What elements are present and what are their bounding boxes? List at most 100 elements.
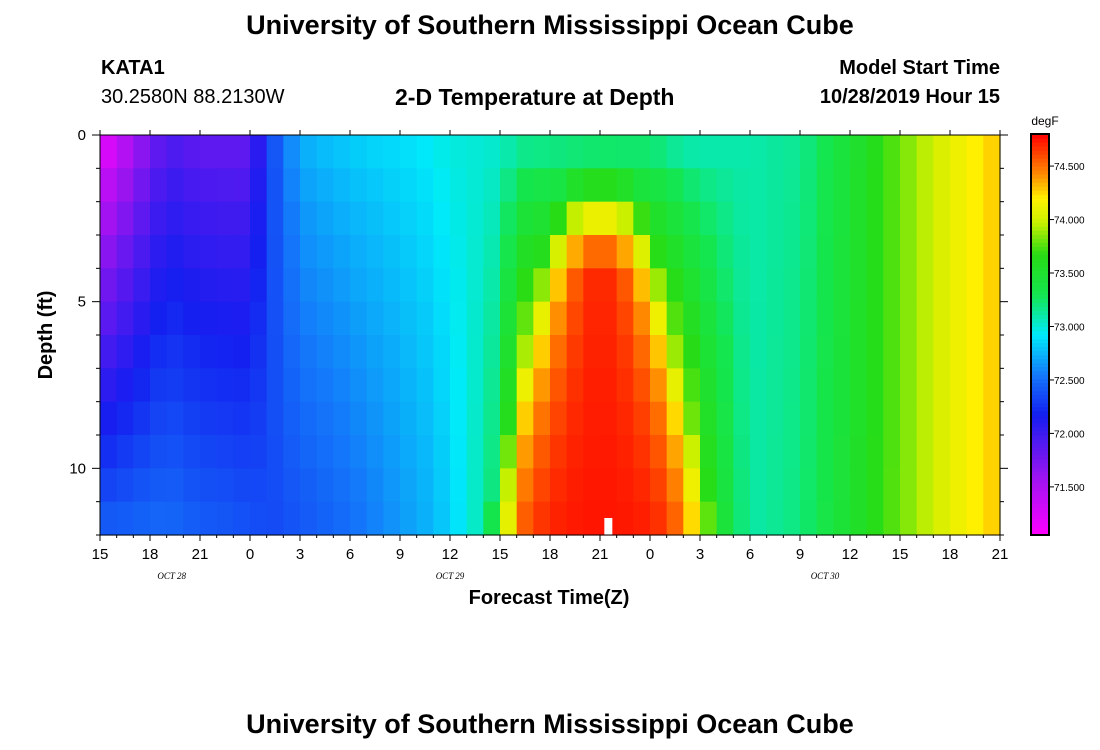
heatmap-cell	[350, 435, 368, 469]
colorbar-segment	[1031, 498, 1049, 504]
heatmap-cell	[150, 135, 168, 169]
colorbar-segment	[1031, 470, 1049, 476]
heatmap-cell	[166, 301, 184, 336]
heatmap-cell	[800, 435, 818, 469]
heatmap-cell	[133, 135, 151, 169]
heatmap-cell	[783, 268, 801, 303]
heatmap-cell	[366, 235, 384, 269]
heatmap-cell	[150, 301, 168, 336]
colorbar-segment	[1031, 478, 1049, 484]
heatmap-cell	[600, 401, 618, 436]
heatmap-cell	[850, 235, 868, 269]
heatmap-cell	[316, 268, 334, 303]
colorbar-segment	[1031, 226, 1049, 231]
heatmap-cell	[916, 201, 934, 236]
heatmap-cell	[300, 235, 318, 269]
heatmap-cell	[716, 135, 734, 169]
heatmap-cell	[816, 435, 834, 469]
heatmap-cell	[316, 335, 334, 369]
heatmap-cell	[266, 235, 284, 269]
heatmap-cell	[383, 435, 401, 469]
heatmap-cell	[400, 301, 418, 336]
heatmap-cell	[183, 135, 201, 169]
heatmap-cell	[100, 235, 118, 269]
heatmap-cell	[916, 335, 934, 369]
heatmap-cell	[866, 201, 884, 236]
heatmap-cell	[716, 168, 734, 203]
heatmap-cell	[850, 201, 868, 236]
heatmap-cell	[466, 268, 484, 303]
heatmap-cell	[100, 468, 118, 503]
colorbar-tick-label: 73.500	[1054, 269, 1085, 280]
heatmap-cell	[750, 135, 768, 169]
heatmap-cell	[633, 135, 651, 169]
heatmap-cell	[416, 468, 434, 503]
heatmap-cell	[800, 268, 818, 303]
colorbar-segment	[1031, 386, 1049, 392]
x-tick-label: 6	[346, 546, 354, 563]
heatmap-cell	[300, 335, 318, 369]
heatmap-cell	[583, 468, 601, 503]
colorbar-segment	[1031, 490, 1049, 496]
heatmap-cell	[900, 335, 918, 369]
heatmap-cell	[633, 168, 651, 203]
heatmap-cell	[700, 401, 718, 436]
colorbar-tick-label: 74.500	[1054, 162, 1085, 173]
colorbar-segment	[1031, 206, 1049, 211]
heatmap-cell	[283, 235, 301, 269]
heatmap-cell	[133, 501, 151, 536]
heatmap-cell	[550, 401, 568, 436]
heatmap-cell	[450, 135, 468, 169]
heatmap-cell	[516, 268, 534, 303]
heatmap-cell	[566, 235, 584, 269]
heatmap-cell	[900, 368, 918, 403]
heatmap-cell	[816, 368, 834, 403]
heatmap-cell	[183, 468, 201, 503]
heatmap-cell	[466, 201, 484, 236]
heatmap-cell	[616, 435, 634, 469]
heatmap-cell	[650, 201, 668, 236]
heatmap-cell	[200, 501, 218, 536]
heatmap-cell	[883, 435, 901, 469]
heatmap-cell	[883, 401, 901, 436]
colorbar-segment	[1031, 462, 1049, 468]
colorbar-segment	[1031, 458, 1049, 464]
heatmap-cell	[533, 201, 551, 236]
heatmap-cell	[750, 201, 768, 236]
heatmap-cell	[500, 201, 518, 236]
x-tick-label: 9	[396, 546, 404, 563]
colorbar-segment	[1031, 322, 1049, 328]
heatmap-cell	[350, 368, 368, 403]
heatmap-cell	[450, 235, 468, 269]
heatmap-cell	[366, 301, 384, 336]
heatmap-cell	[200, 235, 218, 269]
heatmap-cell	[500, 468, 518, 503]
heatmap-cell	[300, 435, 318, 469]
colorbar-segment	[1031, 394, 1049, 400]
heatmap-cell	[866, 435, 884, 469]
heatmap-cell	[633, 368, 651, 403]
heatmap-cell	[933, 301, 951, 336]
heatmap-cell	[433, 135, 451, 169]
colorbar-segment	[1031, 482, 1049, 488]
heatmap-cell	[633, 335, 651, 369]
heatmap-cell	[966, 235, 984, 269]
heatmap-cell	[933, 468, 951, 503]
heatmap-cell	[700, 435, 718, 469]
heatmap-cell	[300, 401, 318, 436]
colorbar-segment	[1031, 274, 1049, 279]
heatmap-cell	[950, 268, 968, 303]
heatmap-cell	[366, 435, 384, 469]
heatmap-cell	[400, 168, 418, 203]
heatmap-cell	[650, 401, 668, 436]
heatmap-cell	[866, 335, 884, 369]
colorbar-segment	[1031, 366, 1049, 372]
heatmap-cell	[783, 235, 801, 269]
heatmap-cell	[600, 468, 618, 503]
heatmap-cell	[216, 435, 234, 469]
heatmap-cell	[833, 201, 851, 236]
heatmap-cell	[383, 368, 401, 403]
heatmap-cell	[316, 201, 334, 236]
heatmap-cell	[733, 435, 751, 469]
colorbar-segment	[1031, 194, 1049, 199]
